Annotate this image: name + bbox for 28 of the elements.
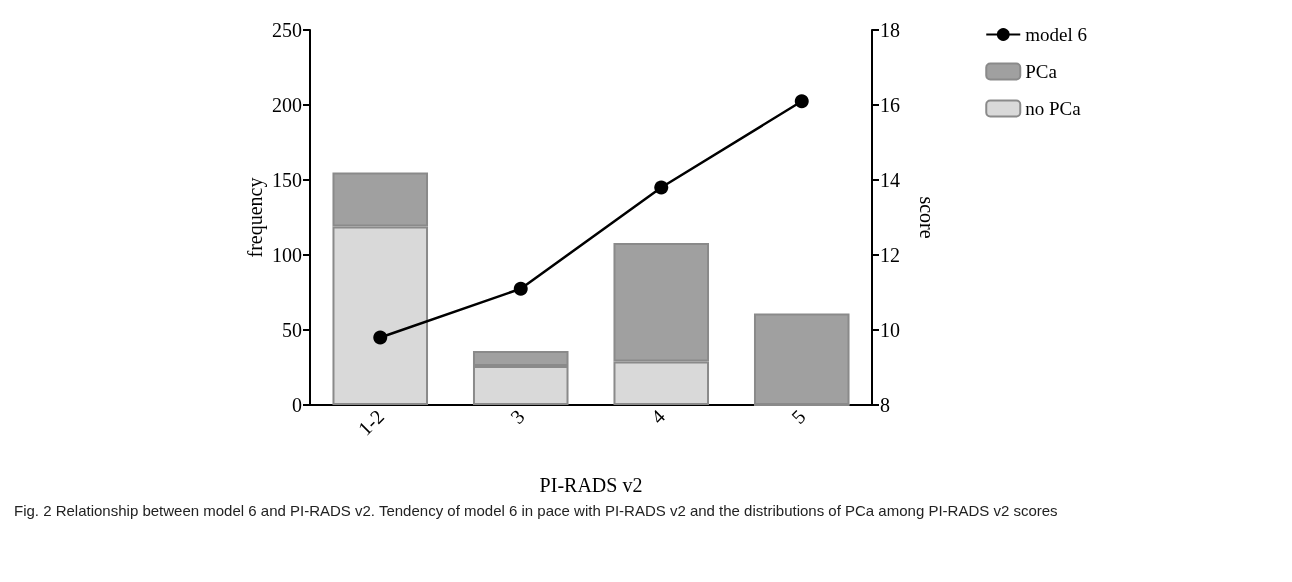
y-tick-label: 200	[272, 94, 302, 116]
y-tick-label: 250	[272, 19, 302, 41]
x-axis-title: PI-RADS v2	[539, 474, 643, 496]
y-tick-label: 150	[272, 169, 302, 191]
point	[654, 180, 669, 195]
x-tick-label: 5	[786, 405, 810, 428]
x-tick-label: 3	[505, 405, 529, 428]
point	[373, 330, 388, 345]
y2-tick-label: 18	[880, 19, 900, 41]
y-tick-label: 100	[272, 244, 302, 266]
legend-label: model 6	[1025, 24, 1088, 45]
point	[513, 281, 528, 296]
y2-tick-label: 8	[880, 394, 890, 416]
y2-tick-label: 12	[880, 244, 900, 266]
y2-axis-title: score	[916, 196, 938, 239]
y2-tick-label: 14	[880, 169, 900, 191]
point	[794, 94, 809, 109]
bar	[753, 313, 850, 405]
y-tick-label: 50	[282, 319, 302, 341]
y-axis-title: frequency	[244, 177, 267, 258]
caption: Fig. 2 Relationship between model 6 and PI-RADS v2. Tendency of model 6 in pace with PI-RADS v2 and the distributions of PCa among PI-RADS v2 scores	[14, 501, 1059, 521]
y2-tick-label: 10	[880, 319, 900, 341]
y-tick-label: 0	[292, 394, 302, 416]
y2-tick-label: 16	[880, 94, 900, 116]
legend-label: PCa	[1025, 61, 1058, 82]
x-tick-label: 1-2	[353, 405, 389, 440]
legend-label: no PCa	[1025, 98, 1082, 119]
x-tick-label: 4	[646, 405, 670, 428]
